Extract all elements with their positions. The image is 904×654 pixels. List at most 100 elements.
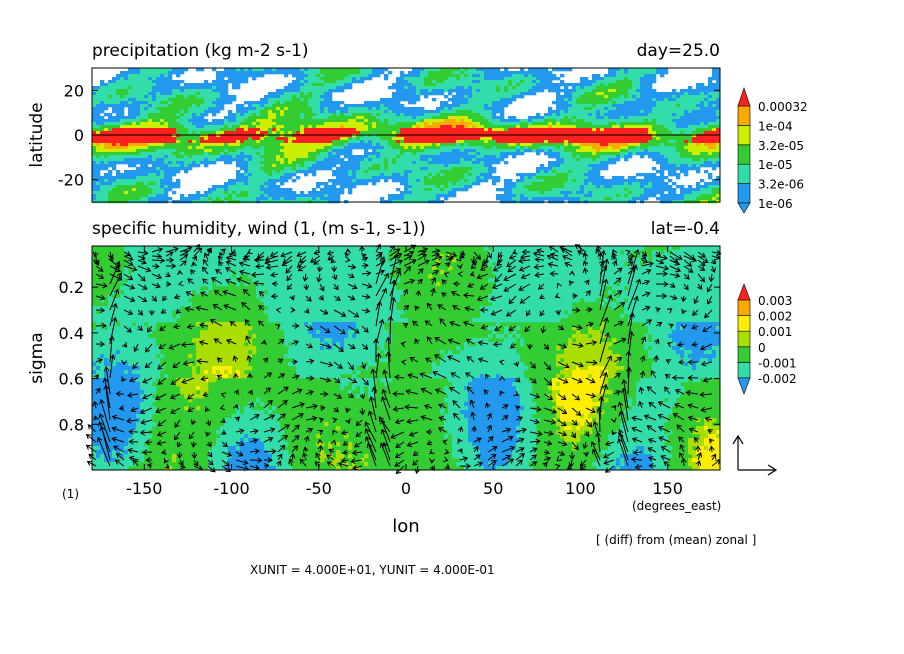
wind-vector-head bbox=[568, 270, 575, 276]
wind-vector bbox=[375, 301, 381, 327]
wind-vector-head bbox=[133, 459, 139, 465]
wind-vector bbox=[459, 457, 468, 461]
wind-vector bbox=[286, 273, 293, 281]
precip-title: precipitation (kg m-2 s-1) bbox=[92, 41, 309, 61]
precip-colorbar-label: 1e-04 bbox=[758, 119, 793, 133]
wind-vector-head bbox=[558, 324, 565, 330]
wind-vector-head bbox=[654, 338, 660, 345]
wind-vector bbox=[407, 419, 419, 423]
wind-vector-head bbox=[434, 252, 440, 258]
wind-vector bbox=[632, 438, 643, 443]
wind-vector-head bbox=[462, 456, 469, 462]
wind-vector-head bbox=[202, 391, 208, 398]
wind-vector-head bbox=[531, 378, 537, 384]
wind-vector-head bbox=[475, 254, 482, 260]
wind-vector bbox=[285, 265, 293, 274]
wind-vector bbox=[319, 377, 331, 382]
wind-vector-head bbox=[499, 359, 505, 366]
wind-vector-head bbox=[663, 281, 669, 288]
wind-vector bbox=[405, 390, 419, 395]
wind-vector-head bbox=[635, 278, 642, 285]
wind-vector-head bbox=[699, 345, 706, 351]
wind-vector-head bbox=[226, 451, 233, 458]
wind-vector bbox=[680, 444, 685, 453]
wind-vector-head bbox=[620, 387, 627, 394]
wind-vector-head bbox=[164, 463, 170, 469]
wind-vector bbox=[585, 361, 597, 364]
wind-vector-head bbox=[457, 271, 463, 278]
wind-vector bbox=[613, 290, 622, 297]
wind-vector-head bbox=[365, 270, 372, 277]
humidity-colorbar-label: 0.003 bbox=[758, 294, 792, 308]
wind-vector bbox=[584, 252, 587, 261]
wind-vector-head bbox=[292, 358, 298, 365]
wind-vector bbox=[157, 419, 167, 427]
wind-vector-head bbox=[390, 296, 397, 303]
wind-vector-head bbox=[570, 432, 576, 439]
wind-vector-head bbox=[333, 284, 339, 291]
wind-vector bbox=[123, 309, 133, 315]
wind-vector bbox=[515, 447, 525, 453]
wind-vector-head bbox=[437, 427, 444, 433]
wind-vector bbox=[521, 273, 531, 279]
wind-vector-head bbox=[597, 251, 604, 258]
wind-vector-head bbox=[359, 409, 366, 416]
wind-vector bbox=[132, 361, 139, 369]
wind-vector bbox=[211, 277, 223, 285]
wind-vector bbox=[438, 427, 447, 433]
wind-vector bbox=[387, 351, 391, 379]
humidity-x-tick-label: -150 bbox=[126, 479, 162, 498]
wind-vector-head bbox=[492, 341, 499, 348]
wind-vector bbox=[326, 454, 335, 461]
wind-vector-head bbox=[200, 375, 206, 382]
wind-vector bbox=[571, 325, 582, 329]
wind-vector-head bbox=[345, 418, 351, 425]
wind-vector bbox=[140, 431, 153, 434]
wind-vector-head bbox=[195, 305, 201, 312]
wind-vector-head bbox=[130, 406, 136, 413]
wind-vector bbox=[658, 414, 671, 421]
wind-vector bbox=[487, 446, 498, 453]
wind-vector-head bbox=[420, 387, 427, 393]
wind-vector bbox=[669, 273, 680, 277]
wind-vector bbox=[655, 255, 668, 259]
wind-vector-head bbox=[703, 257, 709, 263]
zonal-diff-note: [ (diff) from (mean) zonal ] bbox=[596, 533, 756, 547]
wind-vector bbox=[151, 273, 162, 279]
wind-vector-head bbox=[206, 441, 212, 448]
wind-vector-head bbox=[629, 312, 635, 318]
wind-vector bbox=[243, 289, 251, 297]
wind-vector bbox=[237, 277, 251, 285]
wind-vector-head bbox=[418, 268, 424, 274]
wind-vector bbox=[207, 465, 216, 473]
wind-vector-head bbox=[289, 294, 295, 301]
wind-vector bbox=[123, 259, 134, 266]
wind-vector bbox=[711, 255, 720, 259]
wind-vector-head bbox=[521, 249, 527, 255]
wind-vector bbox=[365, 436, 377, 461]
precip-colorbar-label: 3.2e-05 bbox=[758, 139, 804, 153]
wind-vector bbox=[478, 341, 489, 345]
wind-vector bbox=[633, 451, 643, 454]
wind-vector-head bbox=[93, 415, 99, 421]
wind-vector bbox=[675, 389, 685, 395]
wind-vector-head bbox=[465, 372, 471, 378]
wind-vector-head bbox=[695, 460, 702, 466]
wind-vector-head bbox=[173, 293, 180, 300]
wind-vector bbox=[151, 283, 161, 288]
wind-vector bbox=[299, 255, 307, 263]
wind-vector bbox=[95, 273, 104, 279]
wind-vector bbox=[333, 295, 341, 301]
wind-vector bbox=[112, 416, 125, 421]
wind-vector-head bbox=[534, 418, 540, 425]
wind-vector-head bbox=[679, 443, 685, 450]
wind-vector bbox=[395, 441, 405, 448]
wind-vector bbox=[605, 465, 615, 473]
wind-vector-head bbox=[299, 458, 305, 464]
wind-vector bbox=[297, 251, 307, 257]
wind-vector-head bbox=[238, 451, 244, 457]
wind-vector bbox=[137, 259, 147, 264]
wind-vector bbox=[689, 428, 699, 433]
